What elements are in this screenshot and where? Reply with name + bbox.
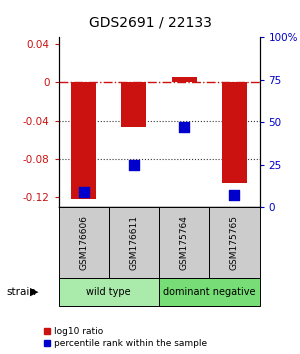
Text: strain: strain [6,287,36,297]
Bar [121,82,146,127]
Bar [222,82,247,183]
Text: GSM175765: GSM175765 [230,215,239,270]
Text: GDS2691 / 22133: GDS2691 / 22133 [88,16,212,30]
Legend: log10 ratio, percentile rank within the sample: log10 ratio, percentile rank within the … [44,327,208,348]
Point [81,189,86,195]
Bar [71,82,96,199]
Bar [172,78,197,82]
Point [232,192,237,198]
Point [182,124,187,130]
Text: GSM176606: GSM176606 [79,215,88,270]
Text: GSM175764: GSM175764 [180,215,189,270]
Text: wild type: wild type [86,287,131,297]
Text: GSM176611: GSM176611 [129,215,138,270]
Text: dominant negative: dominant negative [163,287,256,297]
Text: ▶: ▶ [30,287,39,297]
Point [131,162,136,167]
